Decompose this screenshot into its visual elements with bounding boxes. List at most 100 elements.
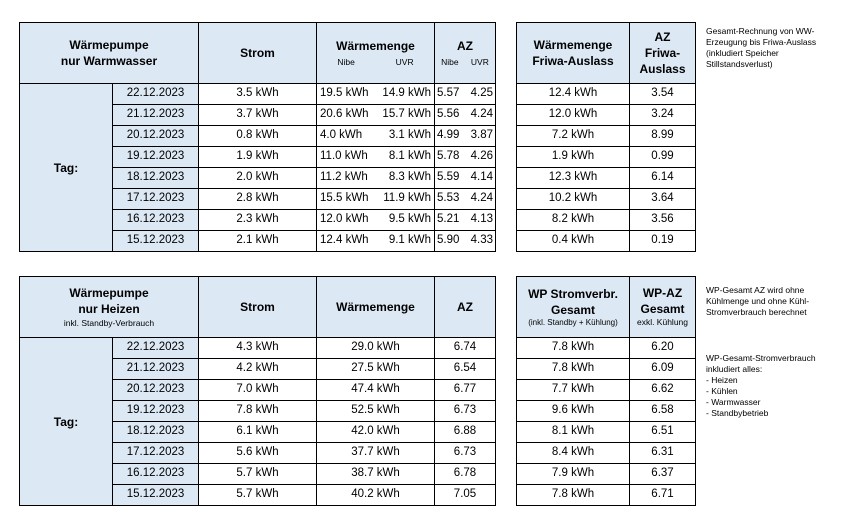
az-cell: 6.73 [434,442,496,464]
table-row: 16.12.2023 5.7 kWh 38.7 kWh 6.78 [20,463,496,485]
table-warmwasser: Wärmepumpe nur Warmwasser Strom Wärmemen… [19,22,496,252]
ww-az-label: AZ [457,38,473,53]
uvr-value: 14.9 kWh [382,87,431,100]
nibe-value: 20.6 kWh [320,108,369,121]
az-uvr-value: 4.24 [470,192,493,205]
waermemenge-cell: 40.2 kWh [316,484,435,506]
table-row: 17.12.2023 2.8 kWh 15.5 kWh 11.9 kWh 5.53 4.2… [20,188,496,210]
strom-cell: 4.2 kWh [198,358,317,380]
waermemenge-pair: 11.2 kWh 8.3 kWh [318,171,434,184]
value-cell: 9.6 kWh [516,400,630,422]
az-pair: 5.78 4.26 [436,151,495,163]
hz-title-line2: nur Heizen [78,301,140,316]
az-uvr-value: 4.33 [470,234,493,247]
date-cell: 22.12.2023 [112,337,199,359]
az-nibe-value: 5.53 [437,192,460,205]
az-cell: 5.53 4.24 [434,188,496,210]
value-cell: 7.8 kWh [516,337,630,359]
note-line: inkludiert alles: [706,364,763,374]
waermemenge-pair: 20.6 kWh 15.7 kWh [318,108,434,121]
strom-cell: 5.6 kWh [198,442,317,464]
friwa-waerme-line2: Friwa-Auslass [532,54,614,68]
ww-az-uvr-label: UVR [470,56,489,67]
az-nibe-value: 5.90 [437,234,460,247]
waermemenge-cell: 42.0 kWh [316,421,435,443]
strom-cell: 2.1 kWh [198,230,317,252]
value-cell: 7.9 kWh [516,463,630,485]
uvr-value: 8.1 kWh [388,150,431,163]
value-cell: 8.1 kWh [516,421,630,443]
ww-waermemenge-header: Wärmemenge Nibe UVR [316,22,435,84]
friwa-waerme-line1: Wärmemenge [533,38,613,52]
date-cell: 16.12.2023 [112,209,199,231]
table-row: 8.4 kWh 6.31 [516,442,696,464]
ww-strom-header: Strom [198,22,317,84]
strom-cell: 7.0 kWh [198,379,317,401]
waermemenge-cell: 52.5 kWh [316,400,435,422]
date-cell: 19.12.2023 [112,146,199,168]
nibe-value: 12.4 kWh [320,234,369,247]
value-cell: 7.7 kWh [516,379,630,401]
date-cell: 16.12.2023 [112,463,199,485]
waermemenge-cell: 4.0 kWh 3.1 kWh [316,125,435,147]
note-line: WP-Gesamt-Stromverbrauch [706,353,816,363]
nibe-value: 4.0 kWh [320,129,363,142]
date-cell: 17.12.2023 [112,442,199,464]
az-nibe-value: 5.59 [437,171,460,184]
waermemenge-cell: 12.0 kWh 9.5 kWh [316,209,435,231]
az-pair: 5.21 4.13 [436,214,495,226]
gesamt-az-line1: WP-AZ [642,286,683,301]
waermemenge-pair: 4.0 kWh 3.1 kWh [318,129,434,142]
value-cell: 8.4 kWh [516,442,630,464]
uvr-value: 3.1 kWh [388,129,431,142]
hz-title-line1: Wärmepumpe [69,285,149,300]
az-pair: 4.99 3.87 [436,130,495,142]
waermemenge-cell: 27.5 kWh [316,358,435,380]
gesamt-az-header: WP-AZ Gesamt exkl. Kühlung [629,276,696,338]
note-stromverbrauch: WP-Gesamt-Stromverbrauch inkludiert alle… [706,353,816,419]
az-uvr-value: 4.24 [470,108,493,121]
table-row: 7.9 kWh 6.37 [516,463,696,485]
uvr-value: 11.9 kWh [383,192,431,205]
note-line: - Heizen [706,375,738,385]
table-row: 12.0 kWh 3.24 [516,104,696,126]
ww-title-line2: nur Warmwasser [60,54,158,68]
nibe-value: 11.0 kWh [320,150,368,163]
strom-cell: 2.0 kWh [198,167,317,189]
az-cell: 6.14 [629,167,696,189]
table-row: 0.4 kWh 0.19 [516,230,696,252]
strom-cell: 2.8 kWh [198,188,317,210]
strom-cell: 3.7 kWh [198,104,317,126]
strom-cell: 2.3 kWh [198,209,317,231]
gesamt-strom-line1: WP Stromverbr. [528,286,618,301]
friwa-az-line2: Friwa- [644,46,681,60]
table-row: 12.4 kWh 3.54 [516,83,696,105]
az-cell: 6.20 [629,337,696,359]
az-pair: 5.57 4.25 [436,88,495,100]
ww-title-cell: Wärmepumpe nur Warmwasser [19,22,199,84]
date-cell: 21.12.2023 [112,104,199,126]
az-cell: 3.64 [629,188,696,210]
ww-az-header: AZ Nibe UVR [434,22,496,84]
az-cell: 6.74 [434,337,496,359]
table-row: 21.12.2023 4.2 kWh 27.5 kWh 6.54 [20,358,496,380]
value-cell: 10.2 kWh [516,188,630,210]
az-cell: 5.90 4.33 [434,230,496,252]
value-cell: 7.8 kWh [516,484,630,506]
az-cell: 8.99 [629,125,696,147]
table-row: 7.8 kWh 6.71 [516,484,696,506]
date-cell: 19.12.2023 [112,400,199,422]
date-cell: 15.12.2023 [112,484,199,506]
friwa-az-header: AZ Friwa- Auslass [629,22,696,84]
tag-label: Tag: [19,83,113,252]
strom-cell: 6.1 kWh [198,421,317,443]
waermemenge-cell: 19.5 kWh 14.9 kWh [316,83,435,105]
az-cell: 6.09 [629,358,696,380]
table-row: 7.8 kWh 6.20 [516,337,696,359]
az-cell: 6.37 [629,463,696,485]
table-row: 19.12.2023 1.9 kWh 11.0 kWh 8.1 kWh 5.78 4.26 [20,146,496,168]
table-row: 15.12.2023 2.1 kWh 12.4 kWh 9.1 kWh 5.90 4.33 [20,230,496,252]
uvr-value: 8.3 kWh [388,171,431,184]
note-line: - Kühlen [706,386,738,396]
waermemenge-cell: 38.7 kWh [316,463,435,485]
